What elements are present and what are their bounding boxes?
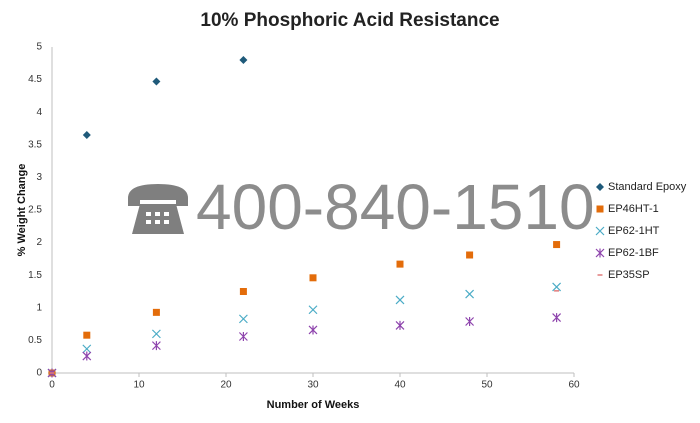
y-tick-label: 5 — [36, 42, 42, 53]
marker — [309, 274, 317, 282]
legend-entry: EP62-1BF — [595, 247, 659, 259]
marker — [239, 288, 247, 295]
x-tick-label: 0 — [49, 380, 55, 391]
y-tick-label: 0 — [36, 368, 42, 379]
legend-entry: EP35SP — [597, 269, 650, 281]
marker — [465, 289, 475, 299]
marker — [82, 344, 92, 354]
y-tick-label: 4.5 — [28, 74, 42, 85]
legend-label: EP62-1BF — [608, 247, 659, 259]
chart-title: 10% Phosphoric Acid Resistance — [200, 10, 499, 31]
legend-label: Standard Epoxy — [608, 181, 687, 193]
legend-entry: EP62-1HT — [595, 225, 660, 237]
y-tick-label: 1.5 — [28, 270, 42, 281]
legend-entry: EP46HT-1 — [596, 203, 659, 215]
legend-marker — [595, 248, 605, 258]
marker — [395, 320, 405, 330]
watermark-text: 400-840-1510 — [196, 171, 595, 243]
y-tick-label: 3.5 — [28, 139, 42, 150]
x-tick-label: 50 — [481, 380, 493, 391]
y-tick-label: 0.5 — [28, 335, 42, 346]
x-tick-label: 60 — [568, 380, 580, 391]
y-tick-label: 3 — [36, 172, 42, 183]
y-tick-label: 1 — [36, 302, 42, 313]
marker — [238, 331, 248, 341]
marker — [152, 77, 161, 86]
marker — [151, 341, 161, 351]
marker — [466, 251, 474, 259]
x-tick-label: 10 — [133, 380, 145, 391]
legend-marker — [595, 226, 605, 236]
x-tick-label: 20 — [220, 380, 232, 391]
marker — [396, 260, 404, 268]
marker — [553, 241, 561, 249]
marker — [82, 351, 92, 361]
y-tick-label: 2.5 — [28, 205, 42, 216]
legend-label: EP46HT-1 — [608, 203, 659, 215]
marker — [82, 131, 91, 140]
marker — [238, 314, 248, 324]
y-tick-label: 2 — [36, 237, 42, 248]
marker — [151, 329, 161, 339]
x-tick-label: 30 — [307, 380, 319, 391]
x-tick-label: 40 — [394, 380, 406, 391]
legend-label: EP35SP — [608, 269, 650, 281]
marker — [152, 308, 160, 316]
marker — [308, 305, 318, 315]
marker — [552, 313, 562, 323]
legend-entry: Standard Epoxy — [596, 181, 687, 193]
legend-marker — [596, 183, 604, 191]
marker — [239, 56, 248, 65]
legend-marker — [596, 205, 604, 213]
marker — [395, 295, 405, 305]
watermark-icon — [128, 184, 188, 234]
y-tick-label: 4 — [36, 107, 42, 118]
marker — [465, 316, 475, 326]
marker — [308, 325, 318, 335]
legend-label: EP62-1HT — [608, 225, 660, 237]
x-axis-title: Number of Weeks — [267, 399, 360, 411]
y-axis-title: % Weight Change — [16, 164, 28, 257]
marker — [552, 282, 562, 292]
marker — [83, 331, 91, 339]
